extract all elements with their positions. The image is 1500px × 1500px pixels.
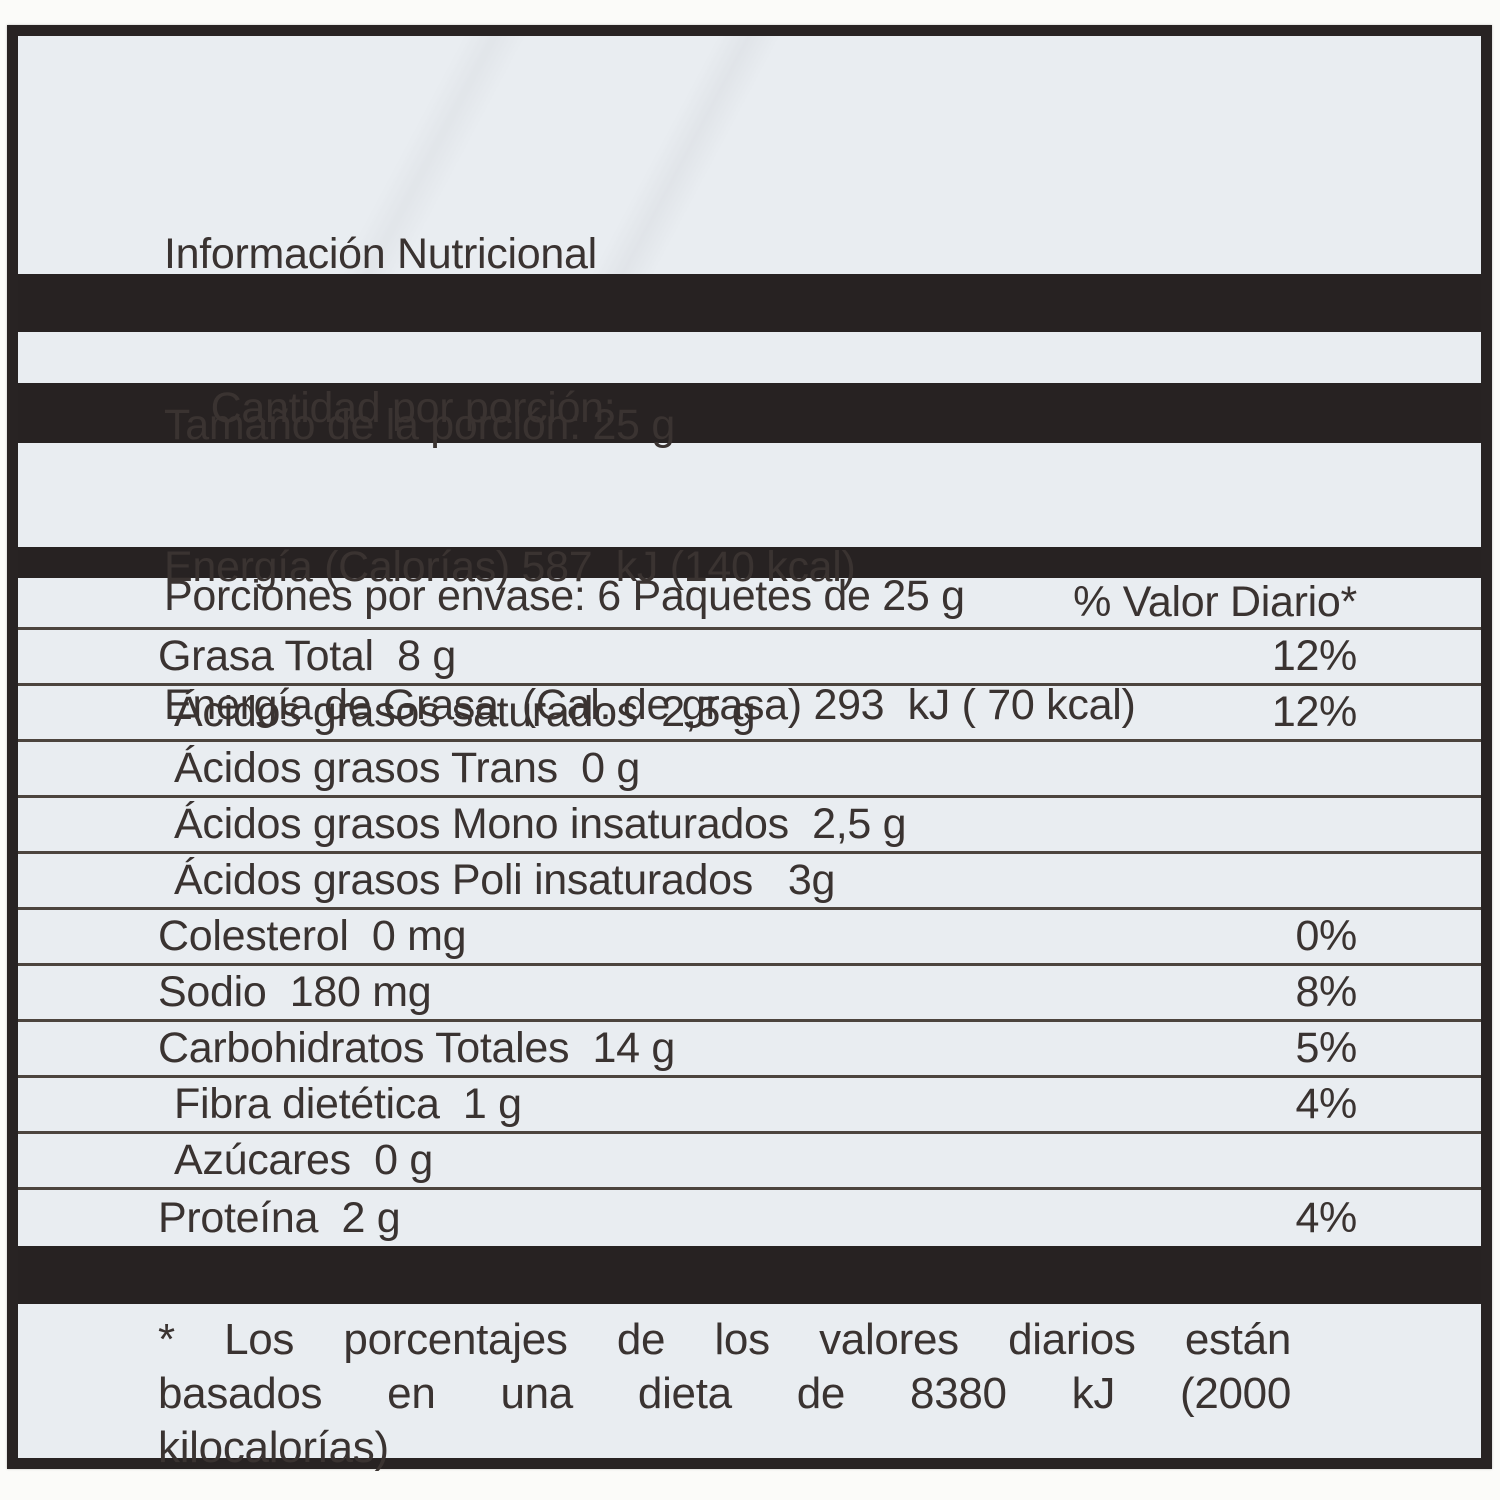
table-row-total-carbohydrate: Carbohidratos Totales 14 g 5% [18, 1022, 1481, 1078]
energy-section: Energía (Calorías) 587 kJ (140 kcal) Ene… [18, 443, 1481, 728]
table-row-sodium: Sodio 180 mg 8% [18, 966, 1481, 1022]
daily-value-footnote: * Los porcentajes de los valores diarios… [18, 1304, 1481, 1472]
daily-value-header: % Valor Diario* [1073, 578, 1357, 626]
footnote-line: basados en una dieta de 8380 kJ (2000 [158, 1369, 1291, 1418]
nutrient-label: Ácidos grasos Trans 0 g [174, 744, 641, 792]
nutrient-label: Colesterol 0 mg [158, 912, 467, 960]
table-header-row: % Valor Diario* [18, 578, 1481, 630]
nutrition-facts-label: Información Nutricional Tamaño de la por… [7, 25, 1492, 1472]
amount-per-serving-label: Cantidad por porción: [210, 384, 616, 432]
divider-bar-1 [18, 274, 1481, 332]
table-row-protein: Proteína 2 g 4% [18, 1190, 1481, 1246]
nutrient-label: Carbohidratos Totales 14 g [158, 1024, 675, 1072]
table-row-dietary-fiber: Fibra dietética 1 g 4% [18, 1078, 1481, 1134]
table-row-polyunsaturated-fat: Ácidos grasos Poli insaturados 3g [18, 854, 1481, 910]
nutrient-daily-value: 5% [1295, 1024, 1357, 1072]
table-row-cholesterol: Colesterol 0 mg 0% [18, 910, 1481, 966]
label-header: Información Nutricional Tamaño de la por… [18, 36, 1481, 620]
nutrient-label: Grasa Total 8 g [158, 632, 456, 680]
table-row-sugars: Azúcares 0 g [18, 1134, 1481, 1190]
label-title: Información Nutricional [164, 230, 597, 278]
nutrient-table: % Valor Diario* Grasa Total 8 g 12% Ácid… [18, 578, 1481, 1246]
footnote-line: * Los porcentajes de los valores diarios… [158, 1315, 1291, 1364]
nutrient-daily-value: 4% [1295, 1080, 1357, 1128]
nutrient-label: Ácidos grasos saturados 2,5 g [174, 688, 756, 736]
nutrient-daily-value: 4% [1295, 1193, 1357, 1242]
servings-per-container: Porciones por envase: 6 Paquetes de 25 g [164, 572, 965, 620]
serving-size: Tamaño de la porción: 25 g [164, 401, 675, 449]
table-row-saturated-fat: Ácidos grasos saturados 2,5 g 12% [18, 686, 1481, 742]
nutrient-label: Proteína 2 g [158, 1193, 401, 1242]
table-row-total-fat: Grasa Total 8 g 12% [18, 630, 1481, 686]
nutrient-daily-value: 0% [1295, 912, 1357, 960]
nutrient-daily-value: 12% [1271, 688, 1357, 736]
divider-bar-2 [18, 383, 1481, 443]
nutrient-daily-value: 8% [1295, 968, 1357, 1016]
nutrient-label: Ácidos grasos Poli insaturados 3g [174, 856, 836, 904]
table-row-monounsaturated-fat: Ácidos grasos Mono insaturados 2,5 g [18, 798, 1481, 854]
nutrient-label: Fibra dietética 1 g [174, 1080, 522, 1128]
nutrient-label: Azúcares 0 g [174, 1136, 434, 1184]
footnote-line: kilocalorías) [158, 1423, 389, 1472]
table-row-trans-fat: Ácidos grasos Trans 0 g [18, 742, 1481, 798]
nutrient-label: Sodio 180 mg [158, 968, 432, 1016]
energy-fat-calories-line: Energía de Grasa (Cal. de grasa) 293 kJ … [164, 681, 1136, 729]
energy-calories-line: Energía (Calorías) 587 kJ (140 kcal) [164, 543, 856, 591]
divider-bar-3 [18, 547, 1481, 578]
divider-bar-4 [18, 1246, 1481, 1304]
amount-per-serving-strip: Cantidad por porción: [18, 332, 1481, 432]
nutrient-label: Ácidos grasos Mono insaturados 2,5 g [174, 800, 907, 848]
nutrient-daily-value: 12% [1271, 632, 1357, 680]
